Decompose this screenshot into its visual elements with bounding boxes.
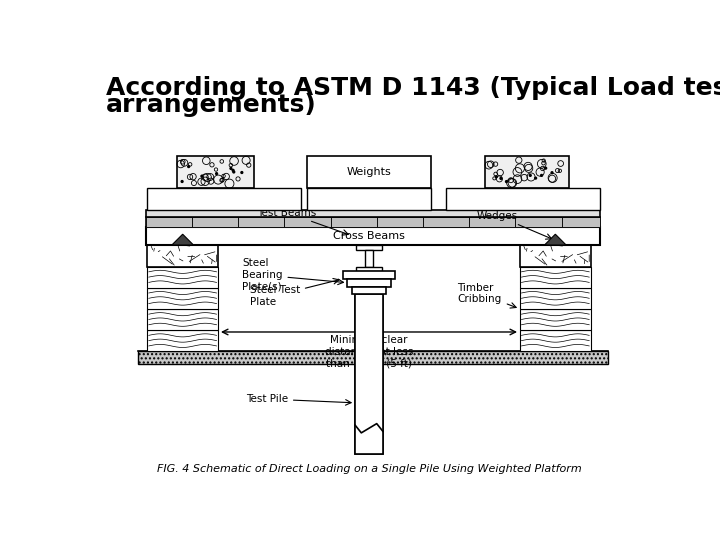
- Bar: [138, 351, 608, 363]
- Circle shape: [230, 167, 232, 170]
- Circle shape: [551, 172, 553, 173]
- Bar: [148, 330, 218, 351]
- Bar: [365, 249, 373, 267]
- Bar: [355, 296, 383, 454]
- Polygon shape: [172, 234, 194, 245]
- Text: Cross Beams: Cross Beams: [333, 231, 405, 241]
- Bar: [145, 217, 600, 226]
- Bar: [516, 217, 562, 226]
- Text: Minimum clear
distance not less
than 1.5 m (5 ft): Minimum clear distance not less than 1.5…: [325, 335, 413, 368]
- Bar: [148, 188, 301, 210]
- Circle shape: [529, 174, 531, 177]
- Bar: [520, 267, 590, 288]
- Bar: [145, 217, 192, 226]
- Bar: [148, 288, 218, 309]
- Bar: [330, 217, 377, 226]
- Bar: [356, 267, 382, 271]
- Circle shape: [541, 174, 542, 177]
- Bar: [284, 217, 330, 226]
- Circle shape: [495, 176, 498, 178]
- Circle shape: [201, 175, 203, 177]
- Bar: [355, 294, 383, 454]
- Bar: [238, 217, 284, 226]
- Text: Weights: Weights: [346, 167, 392, 177]
- Bar: [192, 217, 238, 226]
- Bar: [348, 279, 390, 287]
- Bar: [520, 288, 590, 309]
- Circle shape: [545, 167, 546, 169]
- Bar: [446, 188, 600, 210]
- Bar: [356, 423, 382, 430]
- Bar: [148, 245, 218, 267]
- Bar: [145, 210, 600, 217]
- Bar: [148, 309, 218, 330]
- Bar: [485, 156, 570, 188]
- Bar: [343, 271, 395, 279]
- Bar: [377, 217, 423, 226]
- Circle shape: [232, 170, 234, 171]
- Text: Timber
Cribbing: Timber Cribbing: [457, 283, 516, 308]
- Text: Test Pile: Test Pile: [246, 394, 351, 405]
- Circle shape: [233, 171, 235, 173]
- Bar: [176, 156, 253, 188]
- Text: Steel Test
Plate: Steel Test Plate: [250, 279, 339, 307]
- Circle shape: [505, 180, 508, 183]
- Text: Test Beams: Test Beams: [257, 208, 348, 235]
- Text: arrangements): arrangements): [106, 93, 316, 117]
- Bar: [307, 156, 431, 188]
- Bar: [520, 245, 590, 267]
- Text: FIG. 4 Schematic of Direct Loading on a Single Pile Using Weighted Platform: FIG. 4 Schematic of Direct Loading on a …: [157, 464, 581, 475]
- Bar: [352, 287, 386, 294]
- Text: According to ASTM D 1143 (Typical Load test: According to ASTM D 1143 (Typical Load t…: [106, 76, 720, 100]
- Circle shape: [500, 178, 502, 179]
- Bar: [520, 330, 590, 351]
- Circle shape: [181, 180, 183, 183]
- Circle shape: [188, 166, 189, 167]
- Bar: [423, 217, 469, 226]
- Bar: [148, 267, 218, 288]
- Text: Wedges: Wedges: [477, 211, 552, 239]
- Text: Steel
Bearing
Plate(s): Steel Bearing Plate(s): [242, 259, 343, 292]
- Circle shape: [535, 177, 536, 179]
- Bar: [469, 217, 516, 226]
- Bar: [562, 217, 600, 226]
- Bar: [307, 188, 431, 210]
- Bar: [356, 245, 382, 249]
- Bar: [520, 309, 590, 330]
- Circle shape: [216, 173, 217, 174]
- Circle shape: [241, 172, 243, 173]
- Polygon shape: [544, 234, 566, 245]
- Bar: [145, 226, 600, 245]
